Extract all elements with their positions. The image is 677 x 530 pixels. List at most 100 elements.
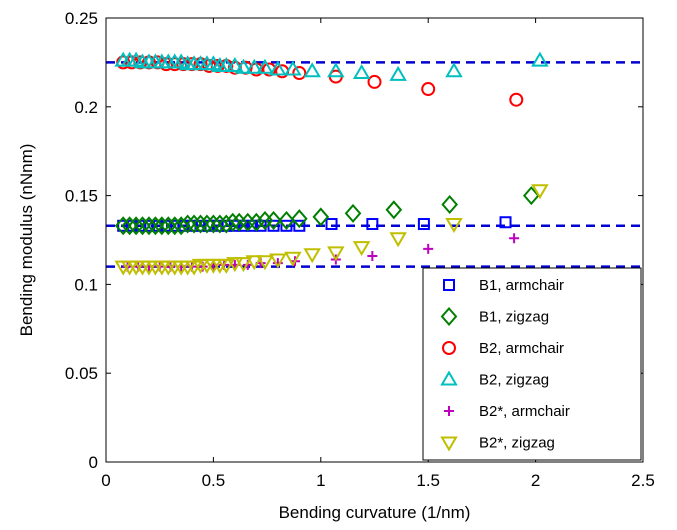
legend-marker bbox=[443, 279, 455, 291]
data-point bbox=[522, 186, 540, 206]
y-tick-label: 0.1 bbox=[74, 275, 98, 294]
y-tick-label: 0.2 bbox=[74, 98, 98, 117]
x-tick-label: 2 bbox=[531, 471, 540, 490]
legend-box bbox=[422, 267, 642, 461]
data-point bbox=[121, 216, 138, 236]
data-point bbox=[198, 214, 216, 234]
data-point bbox=[269, 253, 287, 269]
data-point bbox=[303, 248, 321, 264]
legend-entry: B2, zigzag bbox=[479, 372, 549, 389]
data-point bbox=[421, 82, 436, 97]
y-tick-label: 0.05 bbox=[65, 364, 98, 383]
y-axis-ticks: 0 0.05 0.1 0.15 0.2 0.25 bbox=[65, 9, 643, 472]
data-point bbox=[366, 218, 379, 231]
data-point bbox=[256, 58, 274, 74]
data-point bbox=[327, 246, 345, 262]
data-point bbox=[423, 243, 434, 254]
data-point bbox=[205, 214, 222, 234]
data-point bbox=[172, 216, 190, 236]
data-point bbox=[147, 216, 164, 236]
series-2 bbox=[114, 186, 540, 236]
data-point bbox=[312, 207, 330, 227]
data-point bbox=[256, 255, 274, 271]
data-point bbox=[284, 60, 302, 76]
x-tick-label: 1.5 bbox=[416, 471, 440, 490]
data-point bbox=[367, 74, 382, 89]
legend-entry: B1, armchair bbox=[479, 277, 564, 294]
data-point bbox=[441, 194, 459, 214]
data-point bbox=[245, 58, 263, 74]
data-point bbox=[269, 60, 287, 76]
data-point bbox=[531, 184, 549, 200]
data-point bbox=[246, 219, 259, 232]
data-point bbox=[278, 210, 295, 230]
data-point bbox=[284, 251, 302, 267]
legend-marker bbox=[440, 436, 458, 452]
data-point bbox=[248, 212, 265, 232]
data-point bbox=[509, 92, 524, 107]
x-tick-label: 0 bbox=[101, 471, 110, 490]
data-point bbox=[327, 62, 345, 78]
data-point bbox=[237, 219, 250, 232]
y-axis-label: Bending modulus (nNnm) bbox=[17, 144, 36, 337]
data-point bbox=[531, 51, 549, 67]
data-point bbox=[127, 216, 145, 236]
axes-box bbox=[105, 17, 644, 463]
data-point bbox=[217, 258, 236, 274]
x-axis-label: Bending curvature (1/nm) bbox=[279, 503, 471, 522]
data-point bbox=[217, 214, 235, 234]
data-point bbox=[509, 233, 520, 244]
data-point bbox=[254, 219, 267, 232]
y-tick-label: 0 bbox=[89, 453, 98, 472]
data-point bbox=[226, 56, 244, 72]
data-point bbox=[159, 216, 177, 236]
data-point bbox=[280, 219, 293, 232]
legend-entry: B2*, armchair bbox=[479, 403, 570, 420]
data-point bbox=[389, 232, 407, 248]
legend-marker bbox=[444, 406, 454, 416]
data-point bbox=[445, 62, 463, 78]
legend-entry: B2, armchair bbox=[479, 340, 564, 357]
data-point bbox=[226, 257, 244, 273]
series-6 bbox=[114, 184, 549, 276]
data-point bbox=[211, 214, 229, 234]
data-point bbox=[367, 250, 378, 261]
data-point bbox=[166, 216, 184, 236]
x-tick-label: 2.5 bbox=[631, 471, 655, 490]
data-point bbox=[344, 203, 362, 223]
data-point bbox=[179, 214, 196, 234]
data-point bbox=[224, 212, 242, 232]
series-4 bbox=[114, 51, 549, 81]
data-point bbox=[352, 241, 371, 257]
data-point bbox=[290, 209, 308, 229]
y-tick-label: 0.15 bbox=[65, 187, 98, 206]
legend-entry: B1, zigzag bbox=[479, 309, 549, 326]
legend-entry: B2*, zigzag bbox=[479, 435, 555, 452]
data-point bbox=[293, 219, 306, 232]
data-point bbox=[445, 218, 463, 234]
data-point bbox=[389, 65, 407, 81]
legend-marker bbox=[440, 370, 458, 386]
data-point bbox=[192, 214, 209, 234]
data-point bbox=[234, 58, 253, 74]
x-axis-ticks: 0 0.5 1 1.5 2 2.5 bbox=[101, 18, 655, 490]
data-point bbox=[153, 216, 171, 236]
data-point bbox=[292, 66, 307, 81]
data-point bbox=[325, 218, 338, 231]
legend: B1, armchair B1, zigzag B2, armchair B2, zi… bbox=[422, 267, 642, 461]
data-point bbox=[303, 62, 321, 78]
data-point bbox=[234, 257, 253, 273]
data-point bbox=[385, 200, 403, 220]
data-point bbox=[114, 216, 132, 236]
data-point bbox=[185, 214, 203, 234]
data-point bbox=[140, 216, 158, 236]
data-point bbox=[134, 216, 151, 236]
legend-marker bbox=[440, 306, 458, 327]
y-tick-label: 0.25 bbox=[65, 9, 98, 28]
x-tick-label: 1 bbox=[316, 471, 325, 490]
data-point bbox=[265, 210, 282, 230]
data-point bbox=[499, 216, 512, 229]
data-point bbox=[352, 64, 371, 80]
x-tick-label: 0.5 bbox=[202, 471, 226, 490]
